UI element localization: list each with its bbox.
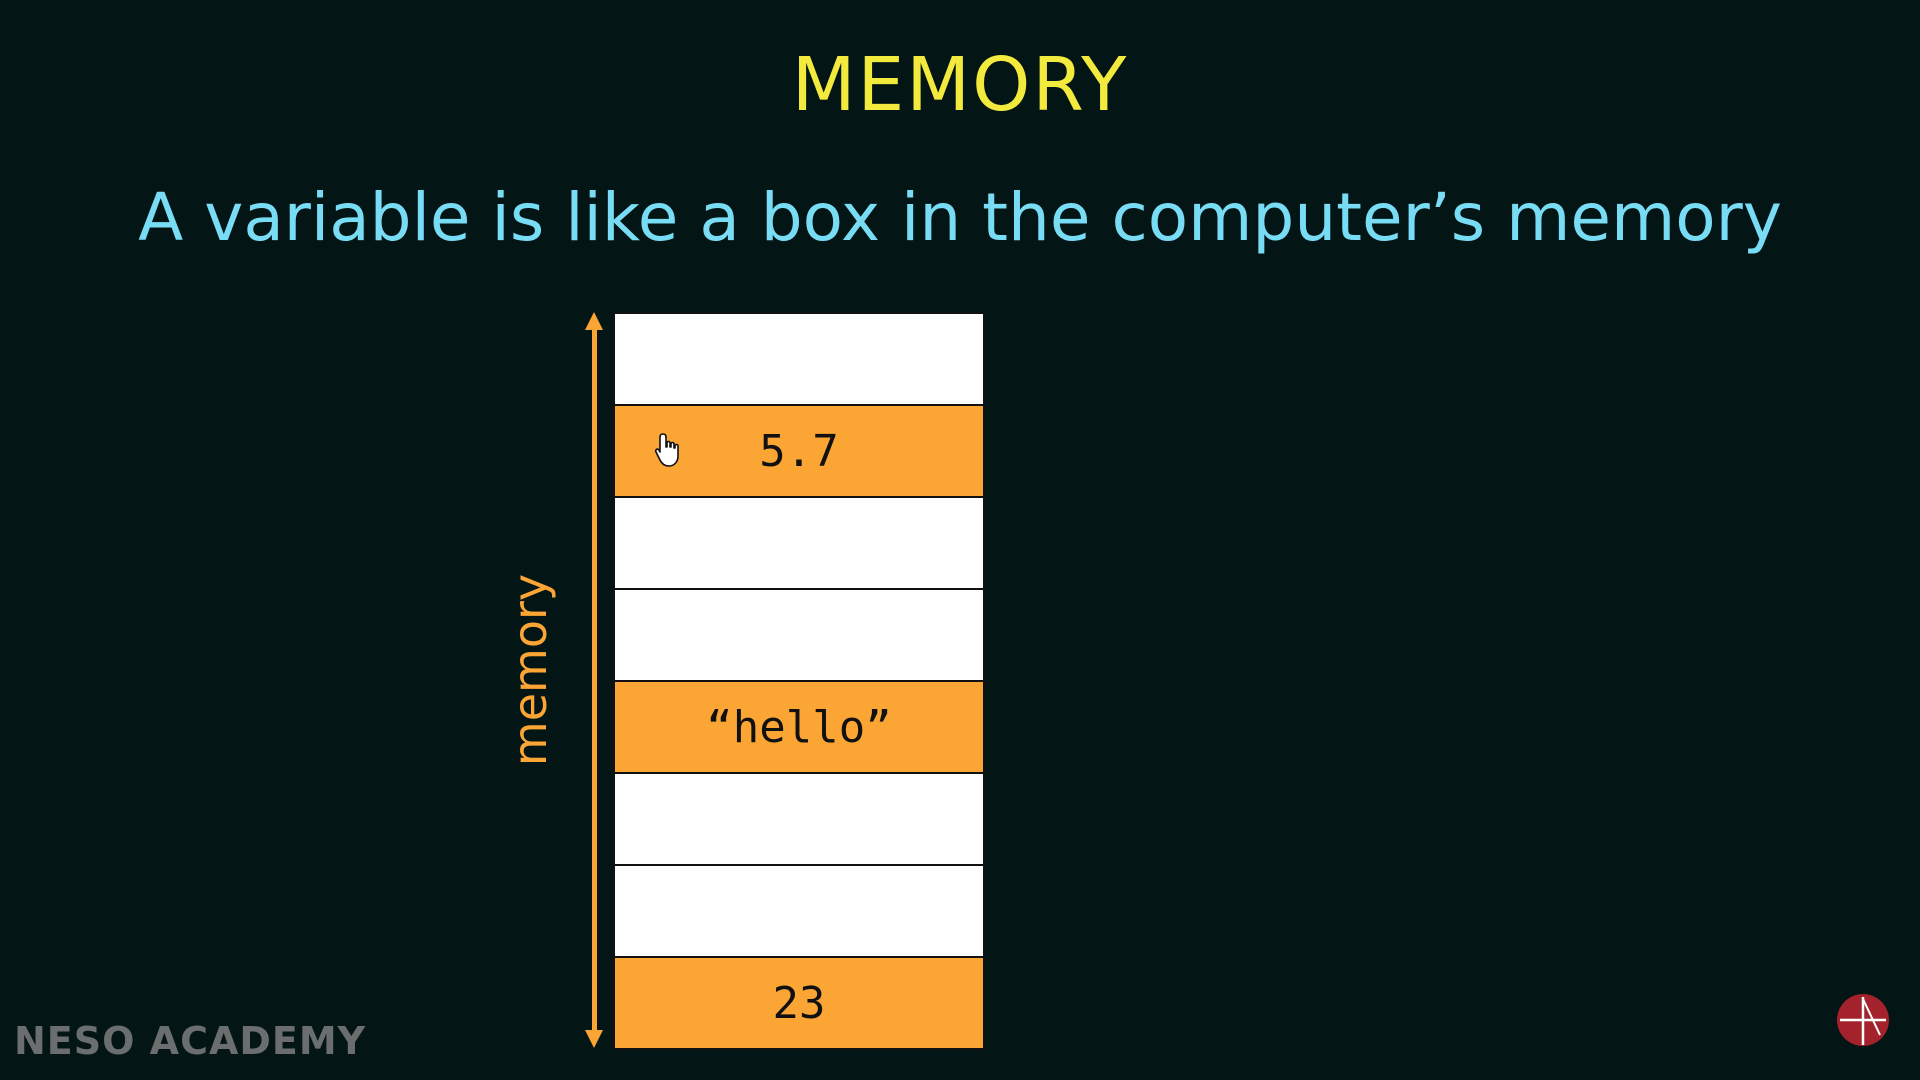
hand-pointer-icon [654,433,679,467]
memory-cell [615,774,983,864]
neso-logo-icon [1837,994,1889,1046]
slide-subtitle: A variable is like a box in the computer… [138,179,1782,256]
memory-cell: 23 [615,958,983,1048]
memory-cell [615,498,983,588]
memory-axis-label: memory [503,573,557,767]
brand-watermark: NESO ACADEMY [14,1019,367,1063]
memory-cell [615,314,983,404]
arrow-down-icon [585,1030,603,1048]
arrow-up-icon [585,312,603,330]
memory-cell [615,866,983,956]
slide-title: MEMORY [791,42,1129,128]
memory-stack: 5.7 “hello” 23 [613,312,985,1050]
memory-cell: “hello” [615,682,983,772]
memory-axis-line [592,322,597,1038]
memory-cell [615,590,983,680]
